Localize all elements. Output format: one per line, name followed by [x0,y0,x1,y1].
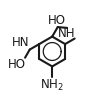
Text: NH$_2$: NH$_2$ [40,78,64,93]
Text: NH: NH [58,27,75,40]
Text: HN: HN [12,36,29,49]
Text: HO: HO [48,14,66,28]
Text: HO: HO [8,58,26,71]
